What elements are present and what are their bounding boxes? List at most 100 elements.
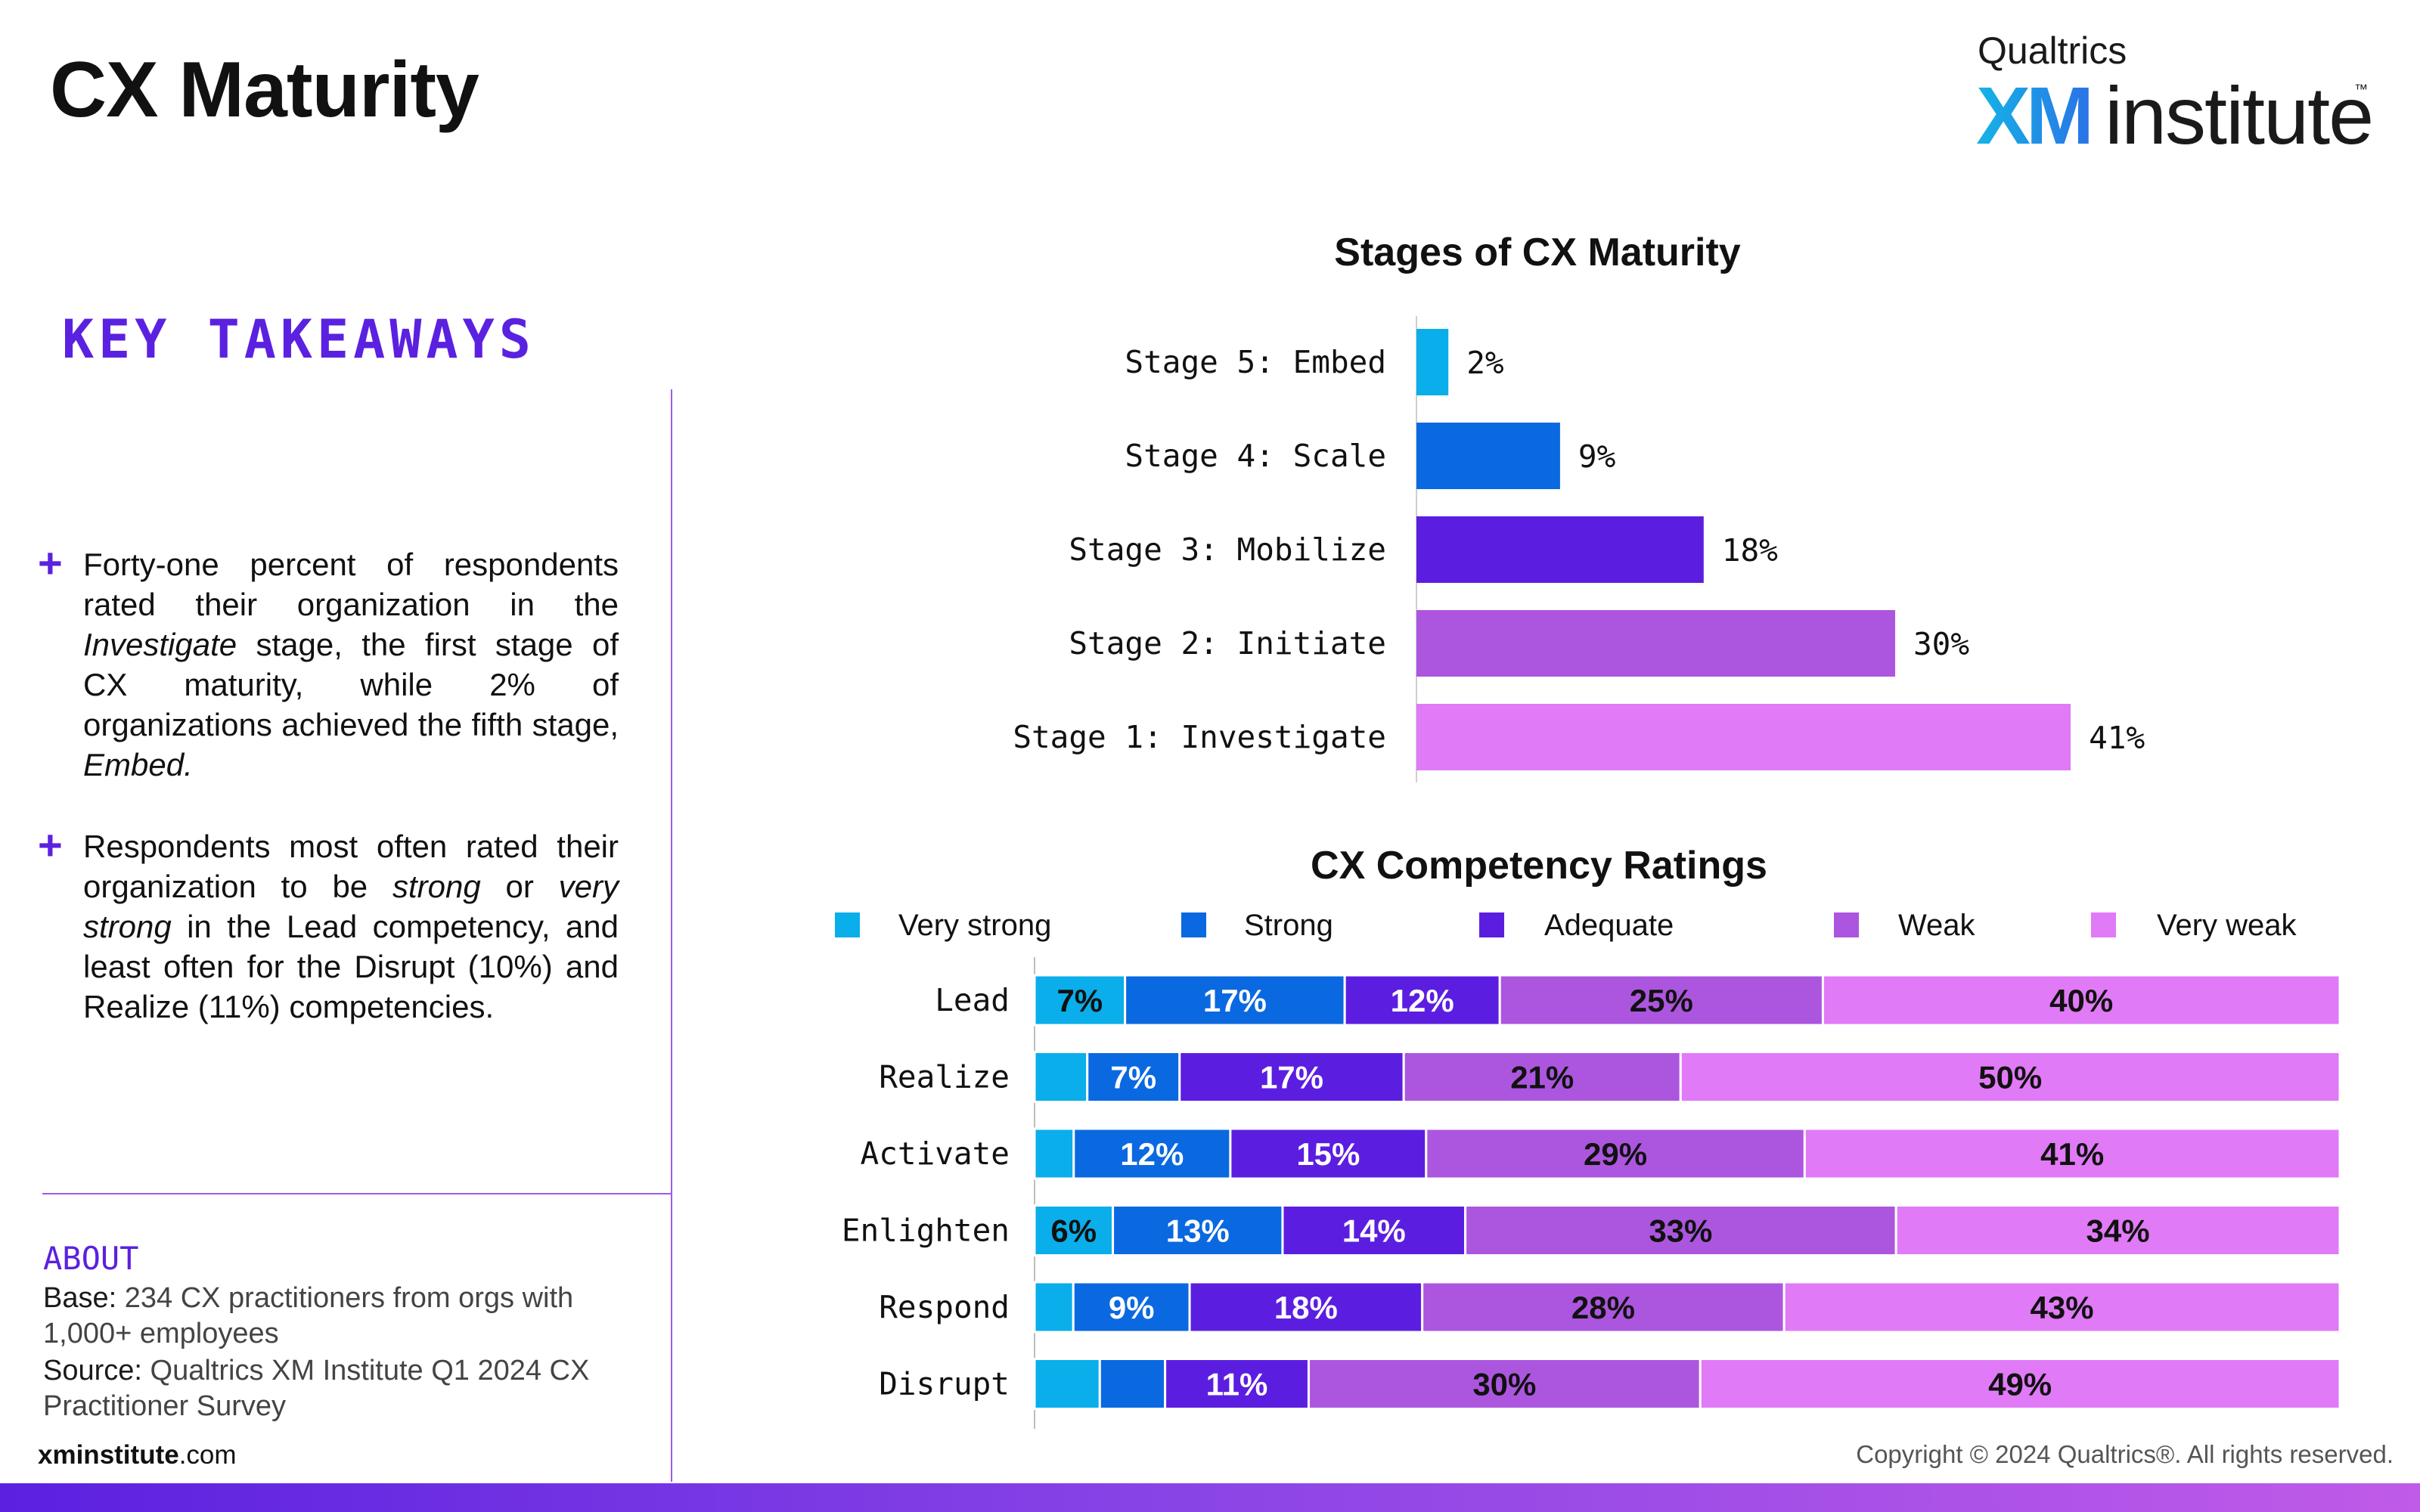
competency-segment [1033, 974, 1127, 1027]
competency-segment [1402, 1051, 1682, 1103]
stages-bar [1416, 516, 1704, 583]
competency-segment-label: 34% [2086, 1213, 2150, 1249]
competency-segment-label: 6% [1050, 1213, 1097, 1249]
competency-segment-label: 49% [1988, 1367, 2052, 1402]
competency-segment-label: 33% [1649, 1213, 1712, 1249]
competency-segment [1124, 974, 1346, 1027]
stages-value-label: 18% [1722, 532, 1778, 569]
stages-bar [1416, 704, 2071, 770]
stages-chart-title: Stages of CX Maturity [1334, 231, 1740, 274]
competency-segment [1072, 1127, 1232, 1180]
legend-swatch [2091, 912, 2116, 937]
about-base-text: 234 CX practitioners from orgs with 1,00… [43, 1282, 574, 1349]
logo-institute: institute [2105, 70, 2374, 161]
stages-category-label: Stage 1: Investigate [1013, 719, 1386, 755]
qualtrics-xm-institute-logo: Qualtrics XM institute ™ [1976, 29, 2374, 161]
competency-segment [1803, 1127, 2341, 1180]
legend-label: Very strong [898, 909, 1051, 942]
legend-swatch [1479, 912, 1504, 937]
competency-segment [1072, 1281, 1191, 1334]
competency-segment [1425, 1127, 1806, 1180]
stages-category-label: Stage 3: Mobilize [1069, 531, 1386, 568]
takeaway-2-emphasis-strong: strong [392, 869, 481, 904]
competency-segment [1464, 1204, 1897, 1256]
competency-segment-label: 17% [1260, 1060, 1323, 1095]
plus-bullet-icon: + [38, 539, 63, 587]
stages-value-label: 2% [1466, 345, 1504, 381]
competency-segment-label: 7% [1056, 983, 1103, 1018]
site-url-domain: xminstitute [38, 1440, 179, 1470]
stages-bar [1416, 329, 1449, 395]
competency-segment-label: 25% [1630, 983, 1693, 1018]
competency-segment-label: 43% [2031, 1290, 2094, 1325]
legend-label: Very weak [2157, 909, 2297, 942]
logo-xm: XM [1976, 70, 2094, 161]
key-takeaways-heading: KEY TAKEAWAYS [62, 308, 535, 370]
site-url-tld: .com [178, 1440, 237, 1470]
competency-segment [1307, 1358, 1702, 1410]
takeaway-paragraph-2: Respondents most often rated their organ… [83, 826, 619, 1027]
legend-label: Strong [1244, 909, 1333, 942]
about-base-label: Base: [43, 1282, 117, 1314]
competency-segment-label: 40% [2049, 983, 2113, 1018]
competency-category-label: Enlighten [842, 1213, 1010, 1249]
competency-segment-label: 9% [1109, 1290, 1155, 1325]
legend-swatch [1834, 912, 1859, 937]
competency-segment [1033, 1204, 1115, 1256]
stages-bar [1416, 423, 1560, 489]
takeaway-paragraph-1: Forty-one percent of respondents rated t… [83, 544, 619, 785]
competency-segment-label: 7% [1110, 1060, 1156, 1095]
legend-label: Weak [1898, 909, 1976, 942]
legend-label: Adequate [1544, 909, 1674, 942]
logo-trademark: ™ [2354, 82, 2368, 97]
plus-bullet-icon: + [38, 821, 63, 869]
competency-category-label: Realize [879, 1059, 1010, 1095]
site-url[interactable]: xminstitute.com [38, 1440, 237, 1470]
competency-segment [1178, 1051, 1405, 1103]
stages-category-label: Stage 4: Scale [1125, 438, 1386, 474]
legend-swatch [835, 912, 860, 937]
competency-segment-label: 14% [1342, 1213, 1406, 1249]
takeaway-2-emphasis-very-strong: very strong [83, 869, 619, 944]
competency-segment [1782, 1281, 2341, 1334]
sidebar-divider-vertical [671, 389, 672, 1482]
competency-segment-label: 50% [1978, 1060, 2042, 1095]
stages-value-label: 9% [1578, 438, 1616, 475]
competency-segment [1033, 1281, 1075, 1334]
takeaway-1-text-b: stage, the first stage of CX maturity, w… [83, 627, 619, 742]
competency-segment [1894, 1204, 2341, 1256]
competency-segment [1033, 1358, 1101, 1410]
competency-segment [1421, 1281, 1786, 1334]
competency-category-label: Activate [861, 1136, 1010, 1172]
competency-segment-label: 21% [1510, 1060, 1574, 1095]
competency-category-label: Lead [935, 982, 1010, 1018]
takeaway-2-text-c: in the Lead competency, and least often … [83, 909, 619, 1024]
stages-value-label: 30% [1913, 626, 1969, 662]
competency-category-label: Disrupt [879, 1366, 1010, 1402]
competency-segment-label: 30% [1472, 1367, 1536, 1402]
competency-segment-label: 18% [1274, 1290, 1338, 1325]
about-source: Source: Qualtrics XM Institute Q1 2024 C… [43, 1353, 648, 1424]
competency-segment-label: 29% [1584, 1136, 1647, 1172]
competency-chart-title: CX Competency Ratings [1311, 844, 1767, 888]
competency-segment [1033, 1127, 1075, 1180]
competency-segment-label: 28% [1571, 1290, 1635, 1325]
logo-company: Qualtrics [1978, 29, 2127, 72]
competency-segment-label: 13% [1166, 1213, 1230, 1249]
competency-segment [1188, 1281, 1424, 1334]
competency-segment-label: 11% [1206, 1367, 1268, 1402]
competency-segment-label: 12% [1391, 983, 1454, 1018]
competency-segment [1679, 1051, 2341, 1103]
competency-segment [1098, 1358, 1167, 1410]
competency-segment [1112, 1204, 1284, 1256]
sidebar-divider-horizontal [42, 1193, 672, 1194]
competency-segment-label: 17% [1203, 983, 1267, 1018]
competency-segment-label: 15% [1296, 1136, 1360, 1172]
competency-segment-label: 41% [2040, 1136, 2104, 1172]
competency-segment [1033, 1051, 1089, 1103]
takeaway-2-text-b: or [480, 869, 559, 904]
about-base: Base: 234 CX practitioners from orgs wit… [43, 1281, 648, 1352]
stages-value-label: 41% [2089, 720, 2145, 756]
about-source-label: Source: [43, 1355, 142, 1387]
about-source-text: Qualtrics XM Institute Q1 2024 CX Practi… [43, 1355, 590, 1422]
